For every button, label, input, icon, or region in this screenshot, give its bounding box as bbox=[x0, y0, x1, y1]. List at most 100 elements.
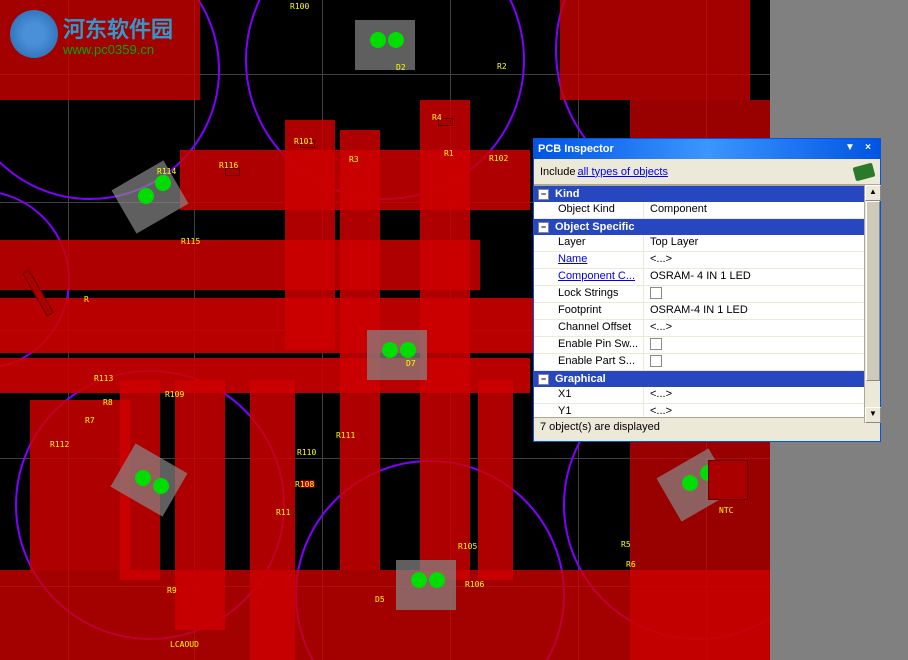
inspector-toolbar: Include all types of objects bbox=[534, 159, 880, 185]
checkbox-icon[interactable] bbox=[650, 287, 662, 299]
scroll-down-icon[interactable]: ▼ bbox=[865, 407, 881, 423]
pcb-inspector-panel: PCB Inspector ▼ × Include all types of o… bbox=[533, 138, 881, 442]
component-pad[interactable] bbox=[355, 20, 415, 70]
designator: LCAOUD bbox=[170, 640, 199, 649]
section-kind[interactable]: − Kind bbox=[534, 186, 880, 202]
property-row[interactable]: Layer Top Layer bbox=[534, 235, 880, 252]
designator: R7 bbox=[85, 416, 95, 425]
property-value[interactable]: <...> bbox=[644, 404, 880, 417]
component-pad[interactable] bbox=[396, 560, 456, 610]
copper-trace bbox=[0, 570, 770, 660]
led-die bbox=[400, 342, 416, 358]
property-value[interactable]: OSRAM-4 IN 1 LED bbox=[644, 303, 880, 319]
designator: R5 bbox=[621, 540, 631, 549]
designator: R111 bbox=[336, 431, 355, 440]
designator: R1 bbox=[444, 149, 454, 158]
property-row[interactable]: Footprint OSRAM-4 IN 1 LED bbox=[534, 303, 880, 320]
designator: R9 bbox=[167, 586, 177, 595]
scroll-thumb[interactable] bbox=[866, 201, 880, 381]
property-value[interactable]: <...> bbox=[644, 252, 880, 268]
close-icon[interactable]: × bbox=[860, 142, 876, 156]
designator: R3 bbox=[349, 155, 359, 164]
watermark-logo-icon bbox=[10, 10, 58, 58]
property-value[interactable] bbox=[644, 337, 880, 353]
object-types-link[interactable]: all types of objects bbox=[577, 166, 668, 178]
collapse-icon[interactable]: − bbox=[538, 374, 549, 385]
property-value[interactable] bbox=[644, 286, 880, 302]
designator: R113 bbox=[94, 374, 113, 383]
watermark-title: 河东软件园 bbox=[63, 12, 173, 44]
property-row[interactable]: Channel Offset <...> bbox=[534, 320, 880, 337]
designator: R100 bbox=[290, 2, 309, 11]
watermark-url: www.pc0359.cn bbox=[63, 42, 173, 57]
property-label-link[interactable]: Component C... bbox=[534, 269, 644, 285]
led-die bbox=[388, 32, 404, 48]
property-row[interactable]: Name <...> bbox=[534, 252, 880, 269]
component-pad[interactable] bbox=[367, 330, 427, 380]
designator: R115 bbox=[181, 237, 200, 246]
inspector-title: PCB Inspector bbox=[538, 143, 614, 155]
designator: R112 bbox=[50, 440, 69, 449]
property-label: Object Kind bbox=[534, 202, 644, 218]
property-row[interactable]: Lock Strings bbox=[534, 286, 880, 303]
property-row[interactable]: X1 <...> bbox=[534, 387, 880, 404]
designator: R102 bbox=[489, 154, 508, 163]
led-die bbox=[682, 475, 698, 491]
property-value[interactable]: Top Layer bbox=[644, 235, 880, 251]
ntc-component[interactable] bbox=[708, 460, 748, 500]
property-value[interactable]: <...> bbox=[644, 320, 880, 336]
designator: R114 bbox=[157, 167, 176, 176]
collapse-icon[interactable]: − bbox=[538, 222, 549, 233]
section-object-specific[interactable]: − Object Specific bbox=[534, 219, 880, 235]
led-die bbox=[153, 478, 169, 494]
designator: R109 bbox=[165, 390, 184, 399]
led-die bbox=[382, 342, 398, 358]
property-value[interactable]: OSRAM- 4 IN 1 LED bbox=[644, 269, 880, 285]
property-row[interactable]: Enable Pin Sw... bbox=[534, 337, 880, 354]
designator: R bbox=[84, 295, 89, 304]
designator: R106 bbox=[465, 580, 484, 589]
section-graphical[interactable]: − Graphical bbox=[534, 371, 880, 387]
property-label: Enable Pin Sw... bbox=[534, 337, 644, 353]
property-row[interactable]: Component C... OSRAM- 4 IN 1 LED bbox=[534, 269, 880, 286]
checkbox-icon[interactable] bbox=[650, 355, 662, 367]
inspector-statusbar: 7 object(s) are displayed bbox=[534, 417, 880, 437]
property-label: Enable Part S... bbox=[534, 354, 644, 370]
designator: R101 bbox=[294, 137, 313, 146]
watermark: 河东软件园 www.pc0359.cn bbox=[10, 10, 173, 58]
dropdown-icon[interactable]: ▼ bbox=[842, 142, 858, 156]
scroll-up-icon[interactable]: ▲ bbox=[865, 185, 881, 201]
checkbox-icon[interactable] bbox=[650, 338, 662, 350]
designator: R2 bbox=[497, 62, 507, 71]
designator: R105 bbox=[458, 542, 477, 551]
copper-trace bbox=[0, 240, 480, 290]
property-row[interactable]: Enable Part S... bbox=[534, 354, 880, 371]
designator: R116 bbox=[219, 161, 238, 170]
property-label: Y1 bbox=[534, 404, 644, 417]
chip-icon[interactable] bbox=[853, 162, 876, 181]
designator: D2 bbox=[396, 63, 406, 72]
inspector-property-grid: − Kind Object Kind Component − Object Sp… bbox=[534, 185, 880, 417]
property-label: X1 bbox=[534, 387, 644, 403]
scrollbar[interactable]: ▲ ▼ bbox=[864, 185, 880, 423]
property-value[interactable] bbox=[644, 354, 880, 370]
designator: R4 bbox=[432, 113, 442, 122]
copper-trace bbox=[478, 380, 513, 580]
designator: NTC bbox=[719, 506, 733, 515]
copper-trace bbox=[560, 0, 750, 100]
property-row[interactable]: Y1 <...> bbox=[534, 404, 880, 417]
led-die bbox=[370, 32, 386, 48]
property-row[interactable]: Object Kind Component bbox=[534, 202, 880, 219]
collapse-icon[interactable]: − bbox=[538, 189, 549, 200]
designator: D5 bbox=[375, 595, 385, 604]
property-label: Channel Offset bbox=[534, 320, 644, 336]
inspector-titlebar[interactable]: PCB Inspector ▼ × bbox=[534, 139, 880, 159]
designator: R108 bbox=[295, 480, 314, 489]
led-die bbox=[138, 188, 154, 204]
property-value[interactable]: Component bbox=[644, 202, 880, 218]
property-label: Layer bbox=[534, 235, 644, 251]
property-value[interactable]: <...> bbox=[644, 387, 880, 403]
property-label: Lock Strings bbox=[534, 286, 644, 302]
designator: D7 bbox=[406, 359, 416, 368]
property-label-link[interactable]: Name bbox=[534, 252, 644, 268]
